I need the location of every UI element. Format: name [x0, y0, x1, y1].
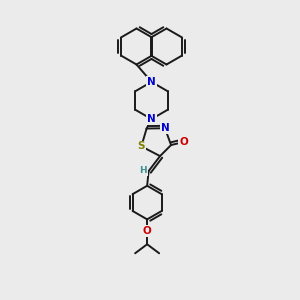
Text: S: S — [138, 141, 145, 151]
Text: H: H — [140, 166, 147, 175]
Text: N: N — [147, 77, 156, 87]
Text: O: O — [143, 226, 152, 236]
Text: N: N — [160, 123, 169, 133]
Text: O: O — [179, 137, 188, 147]
Text: N: N — [147, 114, 156, 124]
